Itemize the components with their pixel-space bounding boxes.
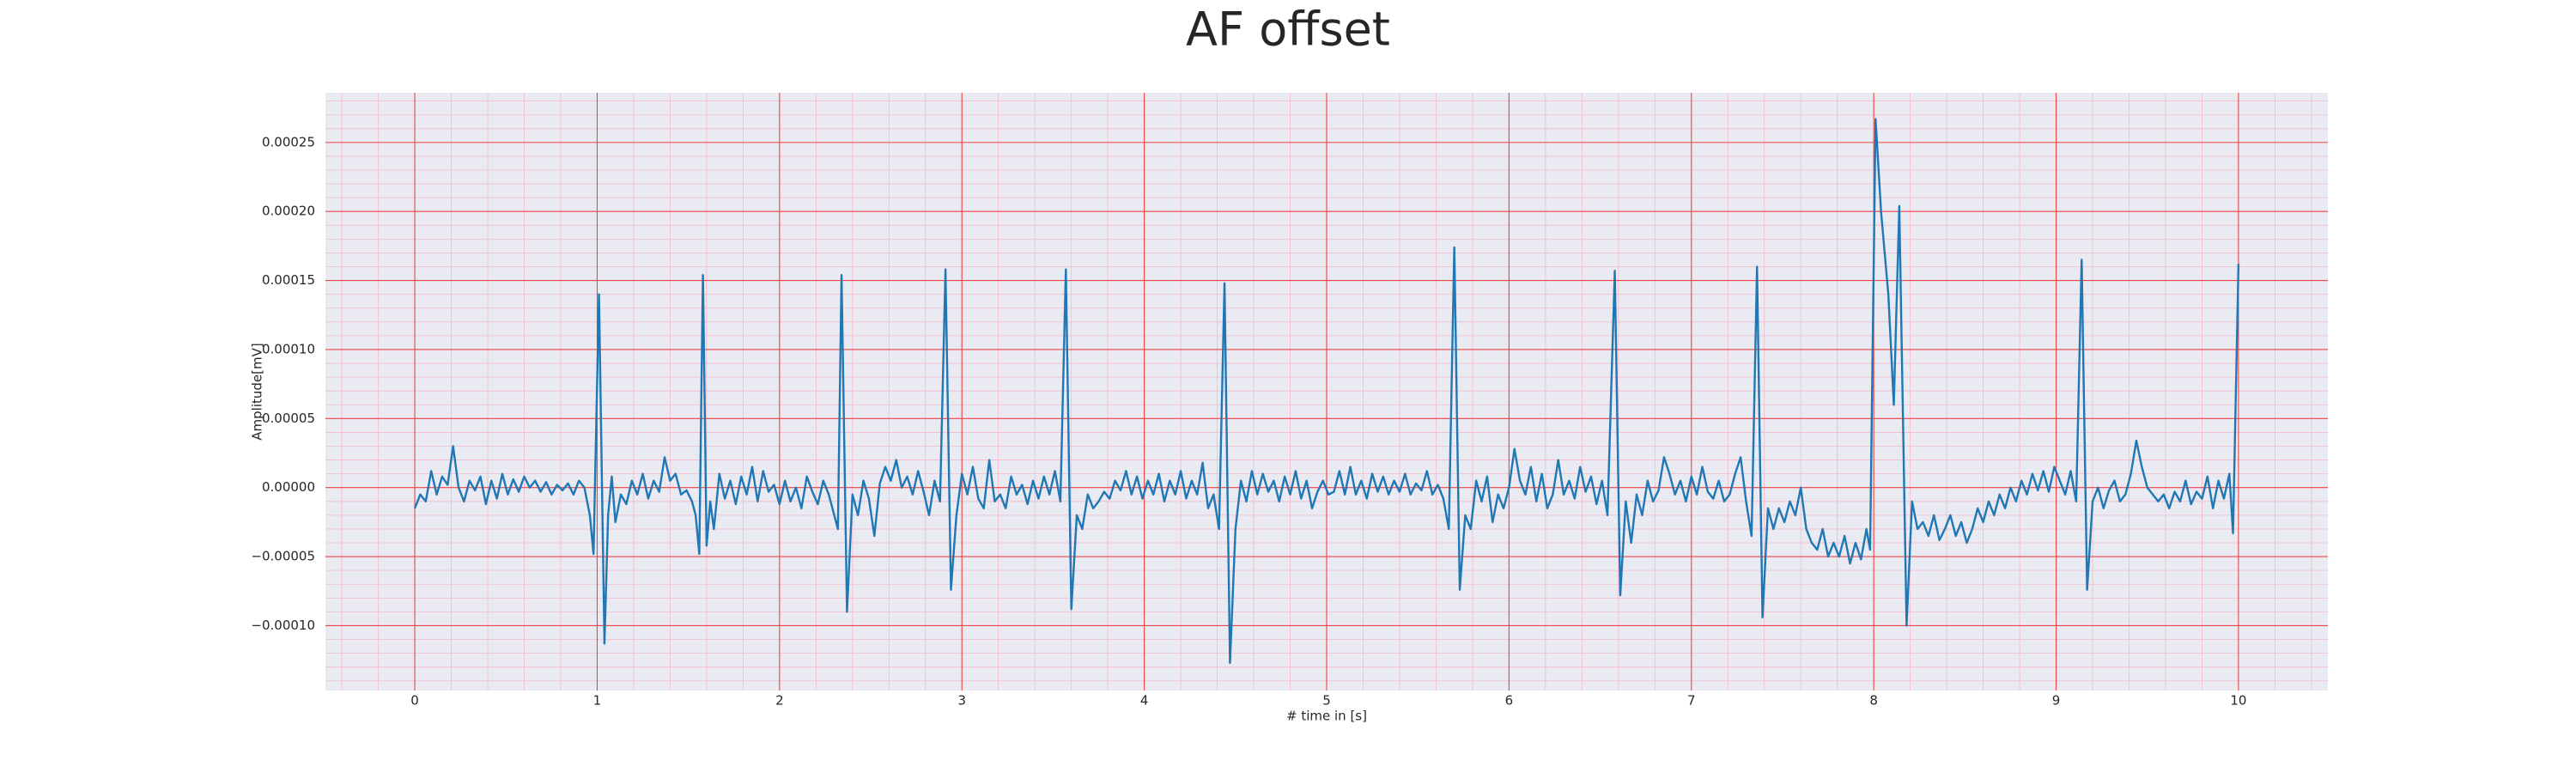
x-tick-label: 7 [1687,693,1696,709]
y-tick-label: 0.00000 [262,479,315,495]
x-tick-label: 8 [1869,693,1878,709]
x-axis-label: # time in [s] [1286,709,1367,724]
y-tick-label: 0.00020 [262,204,315,219]
x-tick-label: 2 [775,693,784,709]
y-tick-label: 0.00015 [262,272,315,288]
y-tick-label: 0.00025 [262,134,315,149]
x-tick-label: 1 [593,693,602,709]
signal-line [413,118,2240,665]
chart-title: AF offset [1186,3,1390,57]
x-tick-label: 0 [410,693,419,709]
x-tick-label: 9 [2052,693,2061,709]
x-tick-label: 6 [1505,693,1514,709]
y-axis-label: Amplitude[mV] [250,343,265,440]
x-tick-label: 10 [2230,693,2246,709]
x-tick-label: 3 [957,693,966,709]
y-tick-label: −0.00010 [251,618,315,633]
x-tick-label: 5 [1322,693,1331,709]
y-tick-label: 0.00010 [262,341,315,356]
y-tick-label: 0.00005 [262,411,315,426]
x-tick-label: 4 [1140,693,1149,709]
y-tick-label: −0.00005 [251,549,315,564]
